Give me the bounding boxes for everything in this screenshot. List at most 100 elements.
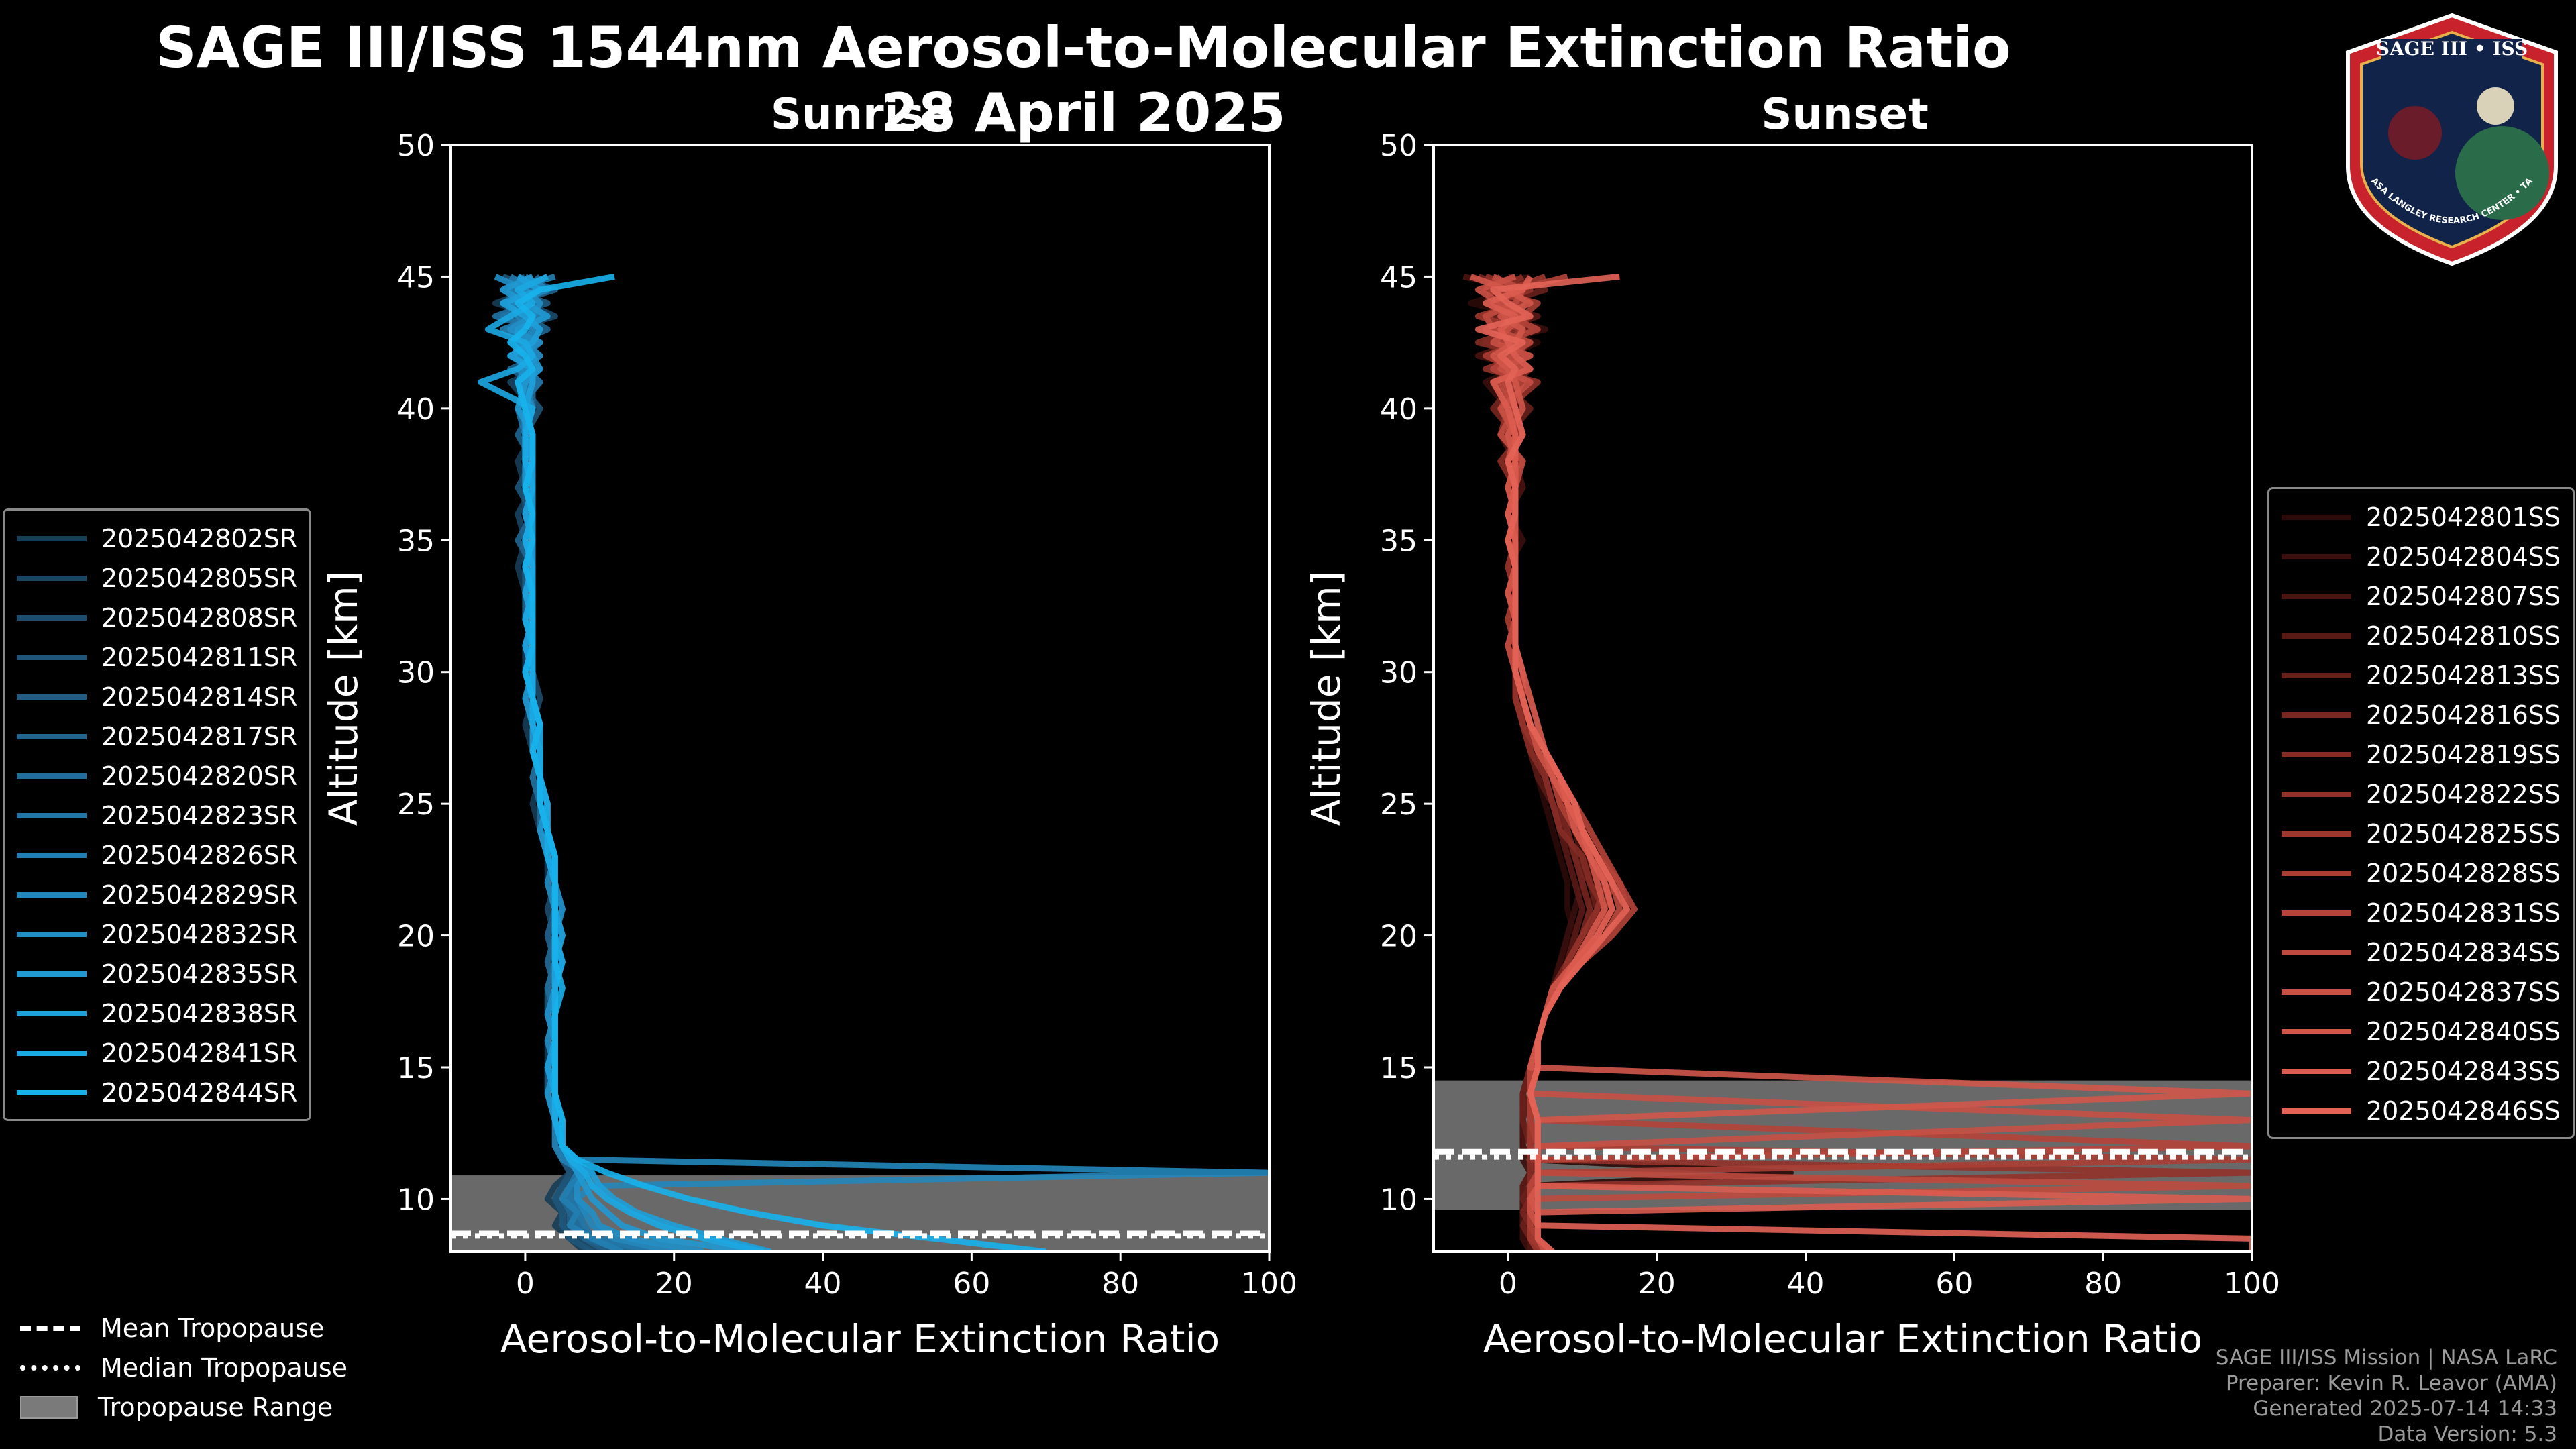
sunset-ytick-label: 35 (1380, 524, 1417, 558)
sunrise-legend-item: 2025042826SR (17, 835, 297, 875)
sunset-legend-item: 2025042813SS (2282, 655, 2561, 695)
sunset-ytick-label: 30 (1380, 656, 1417, 690)
sunrise-series-2025042823SR (492, 274, 660, 1252)
sunrise-legend-item: 2025042835SR (17, 954, 297, 994)
sunrise-ytick-label: 35 (397, 524, 435, 558)
sunset-ytick-label: 50 (1380, 129, 1417, 163)
sunset-legend-label: 2025042825SS (2366, 818, 2561, 849)
sunset-legend-label: 2025042843SS (2366, 1056, 2561, 1086)
sunset-xtick-label: 100 (2224, 1267, 2280, 1301)
sunset-ytick-label: 20 (1380, 920, 1417, 954)
legend-mean-label: Mean Tropopause (101, 1313, 325, 1343)
sunrise-ytick-label: 40 (397, 392, 435, 427)
sunrise-legend-item: 2025042841SR (17, 1033, 297, 1073)
sunset-legend-item: 2025042840SS (2282, 1012, 2561, 1051)
sunset-legend-swatch (2282, 910, 2351, 916)
credits-preparer: Preparer: Kevin R. Leavor (AMA) (2225, 1371, 2557, 1395)
sunset-legend-item: 2025042846SS (2282, 1091, 2561, 1130)
sunset-legend-swatch (2282, 870, 2351, 876)
sunrise-ytick-label: 20 (397, 920, 435, 954)
sunrise-legend-label: 2025042823SR (101, 800, 298, 830)
sunrise-legend-item: 2025042838SR (17, 994, 297, 1033)
sunrise-legend-label: 2025042841SR (101, 1038, 298, 1068)
sunrise-ylabel: Altitude [km] (321, 571, 366, 826)
sunset-legend-label: 2025042804SS (2366, 541, 2561, 572)
sunset-xtick-label: 60 (1935, 1267, 1973, 1301)
sunset-ytick-label: 40 (1380, 392, 1417, 427)
sunrise-legend-swatch (17, 852, 87, 858)
sunset-legend-label: 2025042828SS (2366, 858, 2561, 888)
sunrise-legend-item: 2025042844SR (17, 1073, 297, 1112)
sunset-ytick-label: 25 (1380, 788, 1417, 822)
sunrise-legend-swatch (17, 971, 87, 977)
tropopause-legend: Mean Tropopause Median Tropopause Tropop… (20, 1308, 347, 1427)
sunset-legend-swatch (2282, 593, 2351, 599)
sunrise-legend-swatch (17, 614, 87, 621)
sunset-panel-title: Sunset (1761, 90, 1929, 140)
sunset-legend-swatch (2282, 949, 2351, 955)
sunset-legend-label: 2025042801SS (2366, 502, 2561, 532)
sunrise-xtick-label: 20 (655, 1267, 693, 1301)
sunrise-ytick-label: 30 (397, 656, 435, 690)
sunrise-legend-swatch (17, 892, 87, 898)
sunset-legend-swatch (2282, 712, 2351, 718)
sunrise-legend-label: 2025042802SR (101, 523, 298, 553)
sunrise-legend-swatch (17, 1010, 87, 1016)
sunset-legend-label: 2025042834SS (2366, 937, 2561, 967)
sunrise-xtick-label: 40 (804, 1267, 842, 1301)
legend-tropopause-range: Tropopause Range (20, 1387, 347, 1427)
sunset-legend-label: 2025042837SS (2366, 977, 2561, 1007)
chart-title: SAGE III/ISS 1544nm Aerosol-to-Molecular… (156, 15, 2011, 80)
credits-mission: SAGE III/ISS Mission | NASA LaRC (2215, 1346, 2557, 1370)
sunset-legend-label: 2025042840SS (2366, 1016, 2561, 1046)
sunset-legend-item: 2025042831SS (2282, 893, 2561, 932)
sunrise-legend-swatch (17, 1050, 87, 1056)
sunset-legend-item: 2025042807SS (2282, 576, 2561, 616)
sunrise-series-2025042811SR (502, 274, 594, 1252)
sunrise-legend-swatch (17, 931, 87, 937)
logo-text: SAGE III • ISS (2376, 38, 2528, 60)
sunset-legend-swatch (2282, 633, 2351, 639)
sunrise-legend-label: 2025042814SR (101, 682, 298, 712)
sunrise-xtick-label: 80 (1102, 1267, 1139, 1301)
sunrise-legend-label: 2025042835SR (101, 959, 298, 989)
sunrise-ytick-label: 10 (397, 1183, 435, 1217)
sunset-legend-label: 2025042813SS (2366, 660, 2561, 690)
sunrise-series-2025042844SR (507, 273, 1046, 1252)
sunset-legend-label: 2025042810SS (2366, 621, 2561, 651)
sunset-legend-swatch (2282, 1108, 2351, 1114)
sunrise-legend-swatch (17, 654, 87, 660)
sunset-legend: 2025042801SS 2025042804SS 2025042807SS 2025… (2267, 487, 2575, 1139)
legend-mean-tropopause: Mean Tropopause (20, 1308, 347, 1348)
sunrise-legend-swatch (17, 694, 87, 700)
sunrise-ytick-label: 45 (397, 260, 435, 294)
sunrise-legend-item: 2025042817SR (17, 716, 297, 756)
sunrise-ytick-label: 50 (397, 129, 435, 163)
sunset-ytick-label: 10 (1380, 1183, 1417, 1217)
sunset-ytick-label: 15 (1380, 1051, 1417, 1085)
sunset-legend-swatch (2282, 751, 2351, 757)
sunrise-axes-frame (449, 144, 1271, 1253)
sunrise-legend-label: 2025042820SR (101, 761, 298, 791)
sunset-legend-item: 2025042822SS (2282, 774, 2561, 814)
sunrise-legend-label: 2025042805SR (101, 563, 298, 593)
sunset-legend-item: 2025042816SS (2282, 695, 2561, 735)
sunset-legend-swatch (2282, 1068, 2351, 1074)
sage-iii-iss-logo: SAGE III • ISS BALL • NASA LANGLEY RESEA… (2341, 12, 2558, 266)
sunset-legend-swatch (2282, 514, 2351, 520)
dotted-line-swatch (20, 1364, 80, 1371)
range-swatch (20, 1395, 78, 1419)
sunset-legend-swatch (2282, 553, 2351, 559)
sunrise-legend-label: 2025042826SR (101, 840, 298, 870)
sunrise-xtick-label: 60 (953, 1267, 990, 1301)
credits-version: Data Version: 5.3 (2377, 1422, 2557, 1446)
sunset-legend-label: 2025042822SS (2366, 779, 2561, 809)
sunset-xtick-label: 0 (1499, 1267, 1517, 1301)
sunrise-legend-label: 2025042808SR (101, 602, 298, 633)
credits-generated: Generated 2025-07-14 14:33 (2253, 1397, 2557, 1421)
sunrise-ytick-label: 15 (397, 1051, 435, 1085)
sunset-legend-label: 2025042819SS (2366, 739, 2561, 769)
legend-range-label: Tropopause Range (98, 1392, 333, 1422)
legend-median-tropopause: Median Tropopause (20, 1348, 347, 1387)
sunrise-legend-item: 2025042814SR (17, 677, 297, 716)
